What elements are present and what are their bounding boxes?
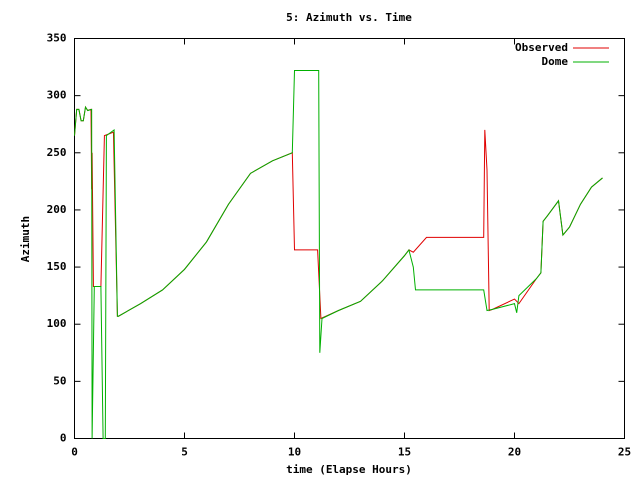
y-tick-label: 0 [60, 432, 67, 445]
y-tick-label: 150 [47, 260, 67, 273]
y-tick-label: 100 [47, 317, 67, 330]
plot-frame [74, 38, 625, 439]
x-tick-label: 10 [288, 446, 301, 459]
y-tick-label: 250 [47, 146, 67, 159]
y-axis-label: Azimuth [19, 216, 32, 262]
chart-title: 5: Azimuth vs. Time [286, 11, 412, 24]
x-tick-label: 25 [618, 446, 631, 459]
y-tick-label: 200 [47, 203, 67, 216]
x-tick-label: 0 [71, 446, 78, 459]
legend-label: Observed [515, 41, 568, 54]
x-tick-label: 5 [181, 446, 188, 459]
y-tick-label: 350 [47, 32, 67, 45]
x-axis-label: time (Elapse Hours) [286, 463, 412, 476]
x-tick-label: 15 [398, 446, 411, 459]
y-tick-label: 50 [53, 374, 66, 387]
legend-label: Dome [542, 55, 569, 68]
y-tick-label: 300 [47, 89, 67, 102]
x-tick-label: 20 [508, 446, 521, 459]
series-line [74, 70, 603, 439]
